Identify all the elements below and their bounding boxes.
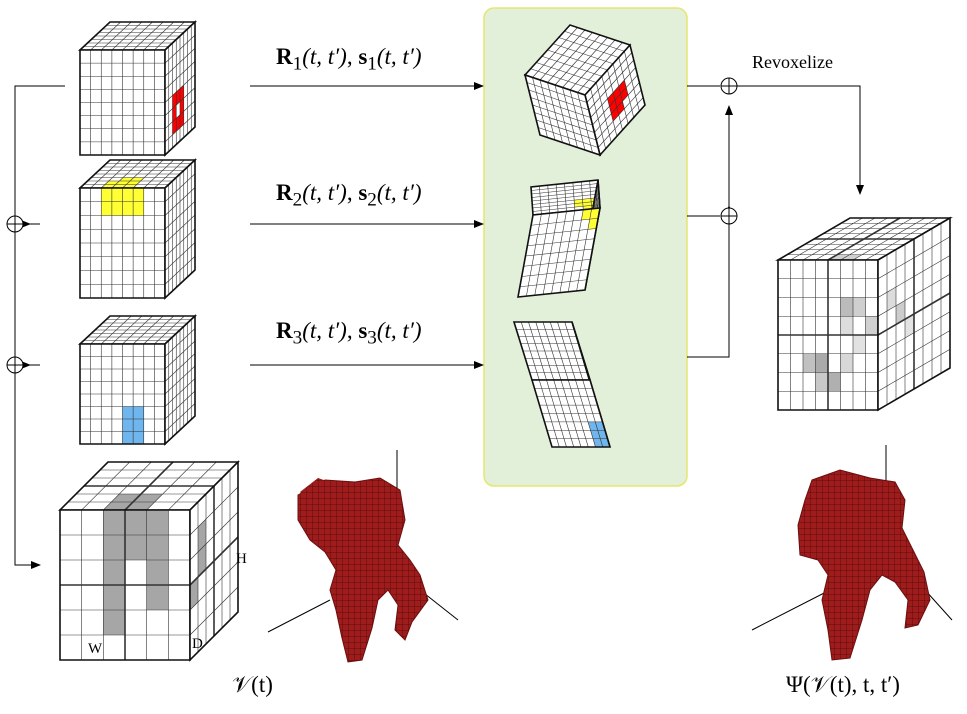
input-volume-label: 𝒱(t) <box>232 672 273 697</box>
transform-label-2: R2(t, t′), s2(t, t′) <box>276 180 422 211</box>
transform-label-1: R1(t, t′), s1(t, t′) <box>276 44 422 75</box>
left-connector <box>14 85 65 569</box>
voxel-figure-input <box>267 450 459 663</box>
transform-label-3: R3(t, t′), s3(t, t′) <box>276 318 422 349</box>
revoxelize-label: Revoxelize <box>752 52 833 72</box>
transform-arrows <box>250 82 484 369</box>
dim-label-h: H <box>236 551 247 567</box>
plus-node-left-1 <box>6 215 24 233</box>
rotated-cube-2 <box>517 179 601 298</box>
voxel-cube-combined <box>58 460 240 662</box>
voxel-cube-red-patch <box>77 20 198 157</box>
output-volume-label: Ψ(𝒱(t), t, t′) <box>786 672 900 697</box>
rotated-cube-3 <box>512 321 612 448</box>
dim-label-w: W <box>88 641 103 657</box>
voxel-cube-yellow-patch <box>77 158 198 300</box>
rotated-cube-1 <box>523 24 646 157</box>
right-connector <box>687 85 864 358</box>
dim-label-d: D <box>192 636 203 652</box>
plus-node-right-2 <box>720 207 738 225</box>
voxel-cube-blue-patch <box>77 314 198 446</box>
plus-node-right-1 <box>720 77 738 95</box>
plus-node-left-2 <box>6 356 24 374</box>
voxel-figure-output <box>751 445 953 661</box>
voxel-cube-output <box>775 216 953 412</box>
